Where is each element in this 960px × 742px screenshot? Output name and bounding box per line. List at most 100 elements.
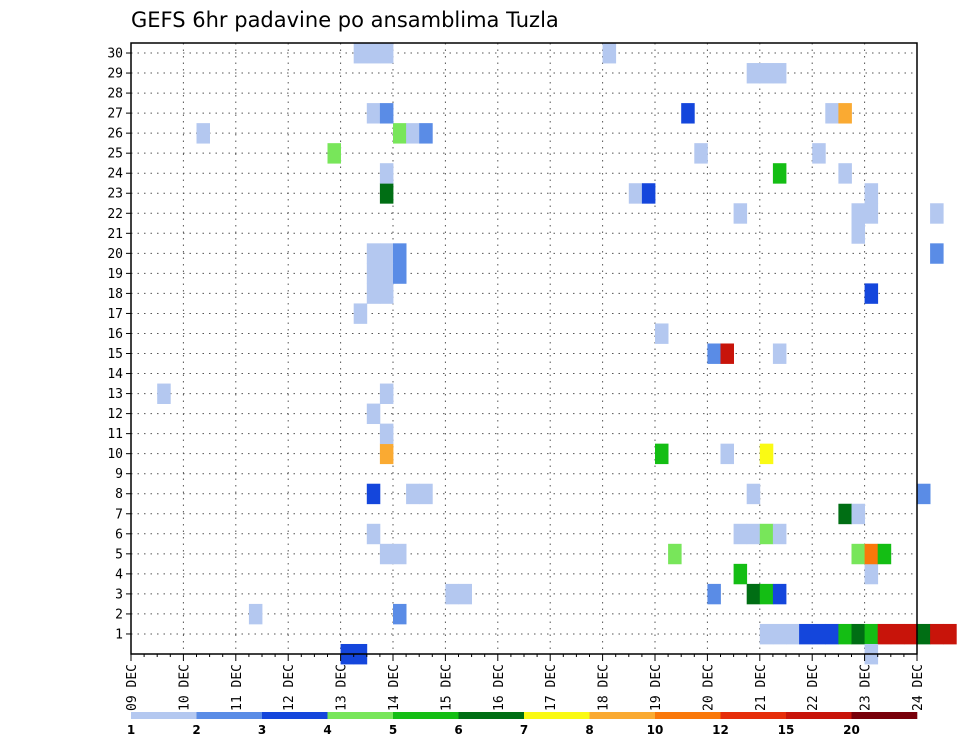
precip-cell bbox=[772, 63, 787, 84]
precip-cell bbox=[366, 523, 381, 545]
precip-cell bbox=[393, 543, 407, 565]
x-tick-label: 17 DEC bbox=[544, 664, 559, 711]
y-tick-label: 28 bbox=[107, 87, 123, 102]
y-tick-label: 4 bbox=[115, 567, 123, 582]
precip-cell bbox=[379, 263, 394, 284]
precip-cell bbox=[379, 543, 394, 565]
precip-cell bbox=[746, 483, 761, 505]
legend-swatch bbox=[458, 712, 525, 719]
y-tick-label: 18 bbox=[107, 287, 123, 302]
legend-label: 15 bbox=[778, 723, 795, 737]
precip-cell bbox=[851, 623, 865, 645]
precip-cells bbox=[157, 43, 957, 665]
precip-cell bbox=[772, 163, 787, 184]
x-tick-label: 16 DEC bbox=[492, 664, 507, 711]
precip-cell bbox=[720, 443, 734, 465]
precip-cell bbox=[903, 623, 918, 645]
legend-swatch bbox=[589, 712, 656, 719]
precip-cell bbox=[877, 543, 892, 565]
legend-swatch bbox=[720, 712, 787, 719]
y-tick-label: 5 bbox=[115, 547, 123, 562]
x-tick-label: 19 DEC bbox=[649, 664, 664, 711]
precip-cell bbox=[458, 583, 472, 605]
x-axis-labels: 09 DEC 10 DEC 11 DEC 12 DEC 13 DEC 14 DEC 15 D… bbox=[125, 654, 926, 711]
precip-cell bbox=[681, 103, 695, 124]
precip-cell bbox=[930, 623, 944, 645]
precip-cell bbox=[930, 243, 944, 264]
legend-label: 4 bbox=[323, 723, 331, 737]
y-tick-label: 11 bbox=[107, 427, 123, 442]
precip-cell bbox=[379, 443, 394, 465]
precip-cell bbox=[864, 623, 879, 645]
legend-label: 2 bbox=[192, 723, 200, 737]
precip-cell bbox=[393, 123, 407, 144]
chart-title: GEFS 6hr padavine po ansamblima Tuzla bbox=[131, 8, 559, 32]
precip-cell bbox=[393, 243, 407, 264]
y-tick-label: 16 bbox=[107, 327, 123, 342]
legend-swatch bbox=[655, 712, 721, 719]
precip-cell bbox=[366, 43, 381, 64]
precip-cell bbox=[366, 103, 381, 124]
y-axis-labels: 1234567891011121314151617181920212223242… bbox=[107, 47, 131, 642]
precip-cell bbox=[825, 623, 839, 645]
y-tick-label: 26 bbox=[107, 127, 123, 142]
y-tick-label: 30 bbox=[107, 47, 123, 62]
precip-cell bbox=[379, 383, 394, 404]
precip-cell bbox=[379, 423, 394, 445]
x-tick-label: 18 DEC bbox=[597, 664, 612, 711]
x-tick-label: 10 DEC bbox=[177, 664, 192, 711]
legend-swatch bbox=[327, 712, 394, 719]
precip-cell bbox=[759, 623, 774, 645]
precip-cell bbox=[825, 103, 839, 124]
y-tick-label: 1 bbox=[115, 627, 123, 642]
precip-cell bbox=[812, 623, 826, 645]
precip-cell bbox=[419, 123, 433, 144]
precip-cell bbox=[864, 283, 879, 304]
y-tick-label: 10 bbox=[107, 447, 123, 462]
precip-cell bbox=[890, 623, 905, 645]
precip-cell bbox=[707, 583, 721, 605]
precip-cell bbox=[851, 503, 865, 525]
legend-label: 1 bbox=[127, 723, 135, 737]
precip-cell bbox=[930, 203, 944, 224]
y-tick-label: 29 bbox=[107, 67, 123, 82]
x-tick-label: 09 DEC bbox=[125, 664, 140, 711]
precip-cell bbox=[838, 163, 852, 184]
precip-cell bbox=[772, 343, 787, 364]
precip-cell bbox=[812, 143, 826, 164]
x-tick-label: 24 DEC bbox=[911, 664, 926, 711]
precip-cell bbox=[746, 583, 761, 605]
precip-cell bbox=[864, 183, 879, 204]
precip-cell bbox=[799, 623, 813, 645]
precip-cell bbox=[196, 123, 210, 144]
x-tick-label: 12 DEC bbox=[282, 664, 297, 711]
precip-cell bbox=[694, 143, 708, 164]
precip-cell bbox=[759, 63, 774, 84]
legend-swatch bbox=[262, 712, 328, 719]
legend-label: 6 bbox=[454, 723, 462, 737]
precip-cell bbox=[851, 223, 865, 244]
y-tick-label: 3 bbox=[115, 587, 123, 602]
y-tick-label: 22 bbox=[107, 207, 123, 222]
precip-cell bbox=[157, 383, 171, 404]
precip-cell bbox=[248, 603, 263, 625]
precip-cell bbox=[379, 283, 394, 304]
y-tick-label: 19 bbox=[107, 267, 123, 282]
precip-cell bbox=[838, 623, 852, 645]
legend-label: 12 bbox=[712, 723, 729, 737]
x-tick-label: 15 DEC bbox=[439, 664, 454, 711]
x-tick-label: 22 DEC bbox=[806, 664, 821, 711]
legend-swatch bbox=[524, 712, 590, 719]
y-tick-label: 21 bbox=[107, 227, 123, 242]
y-tick-label: 8 bbox=[115, 487, 123, 502]
precip-cell bbox=[366, 263, 381, 284]
precip-cell bbox=[379, 183, 394, 204]
precip-cell bbox=[733, 563, 748, 585]
legend-swatch bbox=[786, 712, 852, 719]
legend-label: 3 bbox=[258, 723, 266, 737]
precip-cell bbox=[353, 43, 368, 64]
precip-cell bbox=[419, 483, 433, 505]
legend-label: 5 bbox=[389, 723, 397, 737]
y-tick-label: 15 bbox=[107, 347, 123, 362]
precip-cell bbox=[379, 243, 394, 264]
